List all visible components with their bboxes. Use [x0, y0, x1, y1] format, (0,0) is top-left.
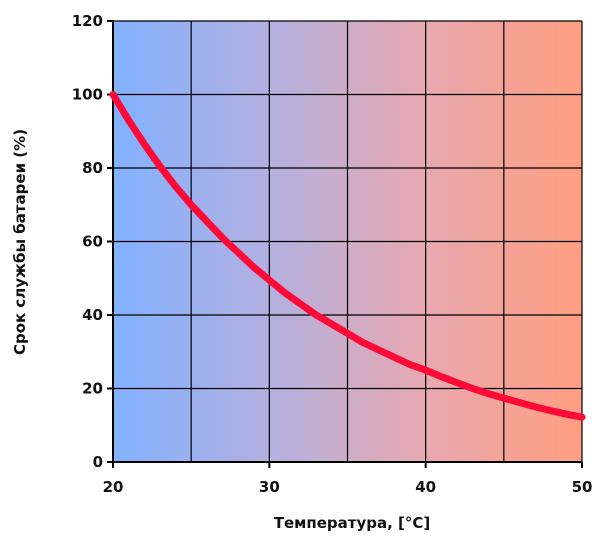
y-tick-label: 60 [82, 233, 103, 251]
x-tick-label: 20 [103, 478, 124, 496]
y-tick-label: 40 [82, 306, 103, 324]
y-tick-label: 0 [93, 453, 103, 471]
y-axis-title: Срок службы батареи (%) [11, 129, 29, 355]
x-axis-title: Температура, [°C] [274, 514, 431, 532]
x-tick-label: 30 [259, 478, 280, 496]
y-tick-label: 120 [72, 12, 103, 30]
x-tick-label: 50 [572, 478, 593, 496]
y-tick-label: 20 [82, 380, 103, 398]
y-tick-label: 80 [82, 159, 103, 177]
data-series [109, 91, 586, 421]
y-tick-label: 100 [72, 86, 103, 104]
x-tick-label: 40 [415, 478, 436, 496]
battery-life-curve [109, 91, 586, 421]
